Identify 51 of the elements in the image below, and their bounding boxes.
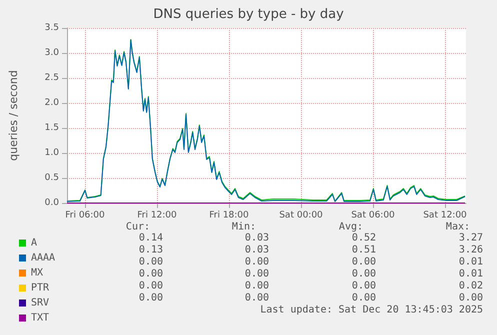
x-tick-label: Sat 00:00 [279, 210, 324, 220]
text: 0.03 [244, 244, 270, 256]
legend-label: SRV [31, 298, 50, 308]
text: 0.00 [138, 280, 164, 292]
text: 0.51 [352, 244, 376, 256]
y-tick-label: 2.0 [44, 98, 60, 108]
y-tick-label: 0.5 [44, 173, 59, 183]
text: 0.52 [352, 232, 376, 244]
legend-label: TXT [31, 312, 50, 324]
y-tick-label: 1.5 [44, 123, 59, 133]
text: 0.00 [138, 292, 164, 304]
text: 0.03 [244, 232, 270, 244]
text: 0.00 [352, 256, 376, 268]
y-tick-label: 3.5 [44, 23, 59, 33]
text: Cur: [126, 222, 150, 232]
text: 3.26 [458, 244, 484, 256]
legend-label: AAAA [31, 252, 56, 264]
text: 0.00 [352, 268, 376, 280]
x-tick-label: Sat 12:00 [423, 210, 468, 220]
text: 0.01 [458, 256, 484, 268]
text: 0.00 [244, 280, 270, 292]
y-axis-title: queries / second [7, 70, 20, 161]
text: 0.00 [138, 256, 164, 268]
text: 0.02 [458, 280, 484, 292]
text: 0.13 [138, 244, 164, 256]
chart-title: DNS queries by type - by day [153, 7, 344, 22]
text: 0.00 [244, 268, 270, 280]
text: 0.14 [138, 232, 164, 244]
text: 0.00 [244, 256, 270, 268]
legend-label: PTR [31, 282, 50, 294]
text: Max: [446, 222, 470, 232]
text: 0.00 [352, 292, 376, 304]
text: Avg: [338, 222, 364, 232]
text: 3.27 [458, 232, 484, 244]
text: Min: [232, 222, 256, 232]
text: Last update: Sat Dec 20 13:45:03 2025 [260, 304, 484, 316]
y-tick-label: 1.0 [44, 148, 60, 158]
text: 0.00 [244, 292, 270, 304]
text: 0.01 [458, 268, 484, 280]
y-tick-label: 2.5 [44, 73, 59, 83]
x-tick-label: Sat 06:00 [351, 210, 396, 220]
text: 0.00 [458, 292, 484, 304]
y-tick-label: 3.0 [44, 48, 60, 58]
text: 0.00 [138, 268, 164, 280]
text: 0.00 [352, 280, 376, 292]
x-tick-label: Fri 18:00 [209, 210, 250, 220]
x-tick-label: Fri 06:00 [65, 210, 106, 220]
legend-label: A [31, 238, 38, 248]
x-tick-label: Fri 12:00 [137, 210, 178, 220]
legend-label: MX [31, 268, 44, 278]
y-tick-label: 0.0 [44, 198, 60, 208]
